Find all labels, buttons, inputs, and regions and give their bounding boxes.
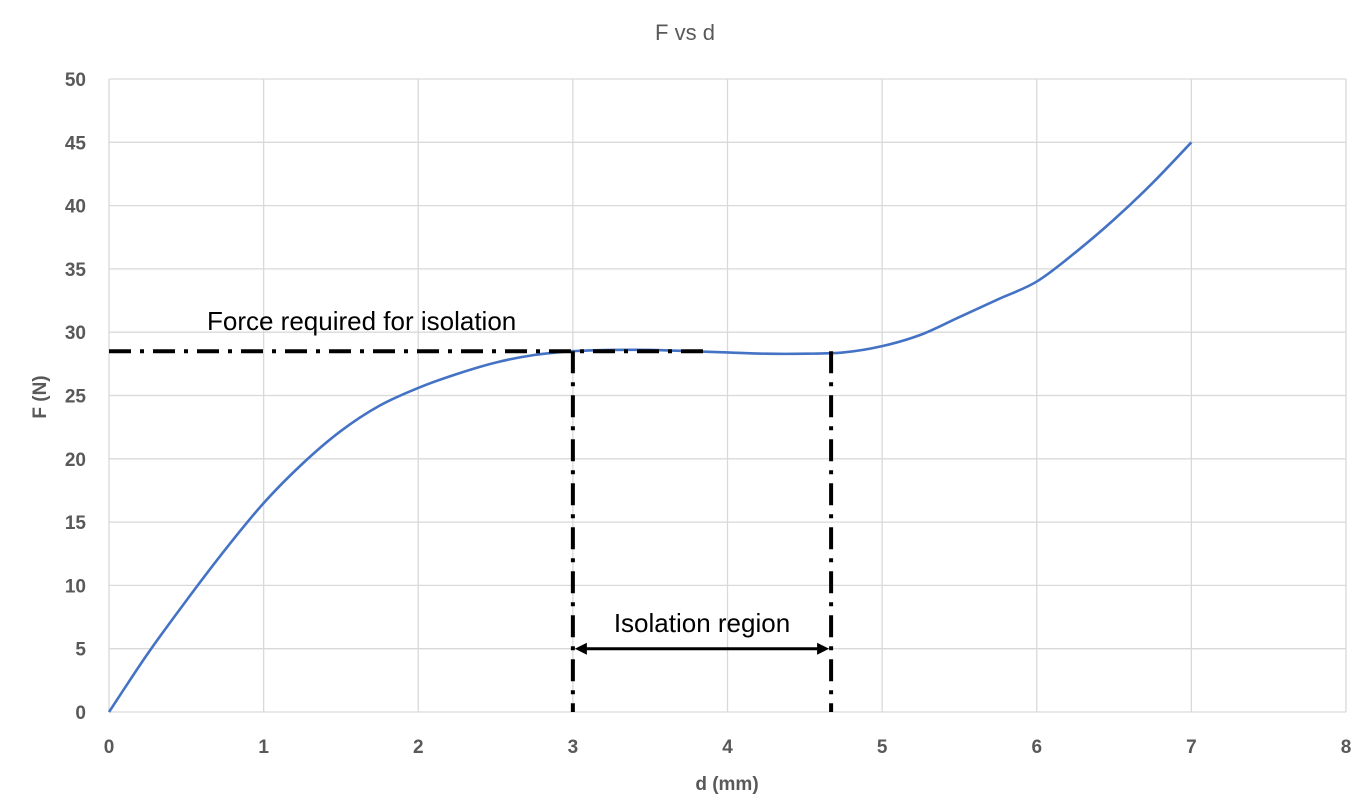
y-tick-label: 25 (65, 387, 87, 408)
x-tick-label: 8 (1341, 737, 1352, 758)
x-tick-label: 3 (568, 737, 579, 758)
x-axis-label: d (mm) (695, 774, 758, 795)
y-tick-label: 10 (65, 576, 86, 597)
y-tick-label: 45 (65, 133, 87, 154)
region-annotation-text: Isolation region (614, 608, 790, 638)
region-arrow-left-head (574, 642, 587, 655)
annotation-layer: Force required for isolation Isolation re… (109, 306, 834, 712)
y-tick-label: 30 (65, 323, 86, 344)
y-tick-label: 50 (65, 70, 86, 91)
x-tick-label: 0 (104, 737, 115, 758)
x-tick-label: 7 (1186, 737, 1197, 758)
x-tick-label: 4 (722, 737, 733, 758)
x-tick-label: 5 (877, 737, 888, 758)
x-tick-label: 1 (258, 737, 269, 758)
x-tick-label: 6 (1031, 737, 1042, 758)
y-tick-label: 35 (65, 260, 87, 281)
y-tick-label: 15 (65, 513, 87, 534)
grid (108, 78, 1347, 713)
region-arrow-right-head (817, 642, 830, 655)
y-tick-label: 0 (75, 703, 86, 724)
x-tick-label: 2 (413, 737, 424, 758)
chart-title: F vs d (655, 20, 715, 45)
force-annotation-text: Force required for isolation (207, 306, 516, 336)
y-tick-label: 40 (65, 197, 86, 218)
y-axis-label: F (N) (30, 375, 51, 418)
y-tick-label: 5 (75, 640, 86, 661)
y-tick-label: 20 (65, 450, 86, 471)
